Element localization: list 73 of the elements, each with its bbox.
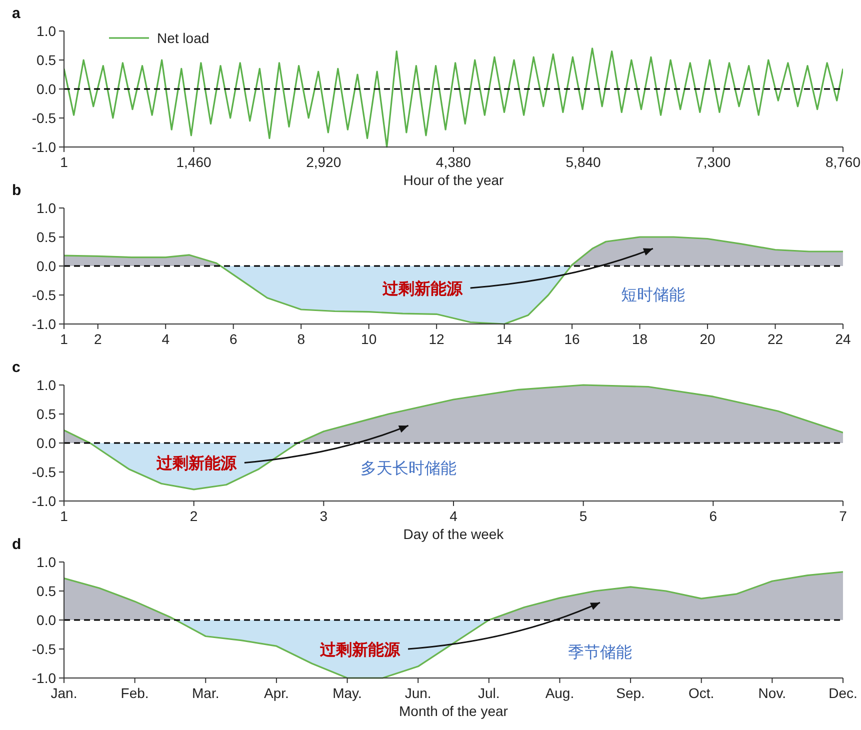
x-tick-label: 16	[564, 331, 580, 347]
y-tick-label: -1.0	[32, 139, 56, 155]
x-tick-label: 4,380	[436, 154, 472, 170]
y-tick-label: 0.5	[36, 583, 56, 599]
x-tick-label: 1	[60, 331, 68, 347]
x-tick-label: 8,760	[825, 154, 861, 170]
x-tick-label: 7	[839, 508, 848, 524]
x-tick-label: Jul.	[478, 685, 500, 701]
x-tick-label: 8	[297, 331, 306, 347]
x-tick-label: Jan.	[50, 685, 78, 701]
x-axis-title: Hour of the year	[403, 172, 504, 188]
x-tick-label: May.	[332, 685, 362, 701]
y-tick-label: -1.0	[32, 670, 56, 686]
y-tick-label: 1.0	[36, 200, 56, 216]
y-tick-label: -1.0	[32, 493, 56, 509]
y-tick-label: 0.0	[36, 258, 56, 274]
x-tick-label: 10	[361, 331, 377, 347]
x-tick-label: 18	[632, 331, 648, 347]
x-tick-label: 4	[450, 508, 458, 524]
x-tick-label: 24	[835, 331, 851, 347]
y-tick-label: 0.5	[36, 52, 56, 68]
x-axis-title: Month of the year	[399, 703, 508, 719]
x-tick-label: 5	[579, 508, 588, 524]
x-tick-label: 2	[94, 331, 102, 347]
x-tick-label: Oct.	[688, 685, 714, 701]
x-tick-label: 1	[60, 508, 68, 524]
x-tick-label: Mar.	[192, 685, 220, 701]
x-tick-label: 14	[496, 331, 512, 347]
annotation: 短时储能	[620, 286, 685, 304]
x-tick-label: 7,300	[696, 154, 731, 170]
chart-title: d	[12, 536, 22, 553]
y-tick-label: 0.0	[36, 81, 56, 97]
y-tick-label: 0.0	[36, 612, 56, 628]
y-tick-label: -0.5	[32, 464, 56, 480]
x-tick-label: Dec.	[828, 685, 858, 701]
chart-title: c	[12, 359, 20, 376]
y-tick-label: 0.5	[36, 229, 56, 245]
x-tick-label: Aug.	[545, 685, 574, 701]
x-tick-label: 5,840	[566, 154, 602, 170]
x-axis-title: Day of the week	[403, 526, 505, 542]
x-tick-label: Jun.	[404, 685, 432, 701]
annotation: 过剩新能源	[319, 641, 402, 659]
chart-title: a	[12, 5, 21, 22]
x-tick-label: Apr.	[264, 685, 289, 701]
x-tick-label: Feb.	[120, 685, 149, 701]
legend-label: Net load	[157, 30, 210, 46]
x-tick-label: 6	[709, 508, 718, 524]
x-tick-label: 1,460	[176, 154, 212, 170]
chart-title: b	[12, 182, 22, 199]
y-tick-label: -0.5	[32, 110, 56, 126]
x-tick-label: 20	[700, 331, 716, 347]
x-tick-label: 12	[428, 331, 445, 347]
y-tick-label: -1.0	[32, 316, 56, 332]
y-tick-label: 1.0	[36, 377, 56, 393]
y-tick-label: 1.0	[36, 23, 56, 39]
annotation: 季节储能	[568, 643, 632, 662]
y-tick-label: 0.0	[36, 435, 56, 451]
x-tick-label: Sep.	[616, 685, 645, 701]
annotation: 过剩新能源	[381, 280, 464, 298]
annotation: 多天长时储能	[360, 459, 456, 478]
y-tick-label: -0.5	[32, 641, 56, 657]
x-tick-label: Nov.	[758, 685, 786, 701]
x-tick-label: 6	[229, 331, 238, 347]
x-tick-label: 22	[767, 331, 784, 347]
y-tick-label: -0.5	[32, 287, 56, 303]
x-tick-label: 3	[320, 508, 328, 524]
x-tick-label: 2	[190, 508, 198, 524]
y-tick-label: 0.5	[36, 406, 56, 422]
x-tick-label: 4	[162, 331, 170, 347]
x-tick-label: 2,920	[306, 154, 342, 170]
annotation: 过剩新能源	[155, 454, 238, 473]
x-tick-label: 1	[60, 154, 68, 170]
y-tick-label: 1.0	[36, 554, 56, 570]
